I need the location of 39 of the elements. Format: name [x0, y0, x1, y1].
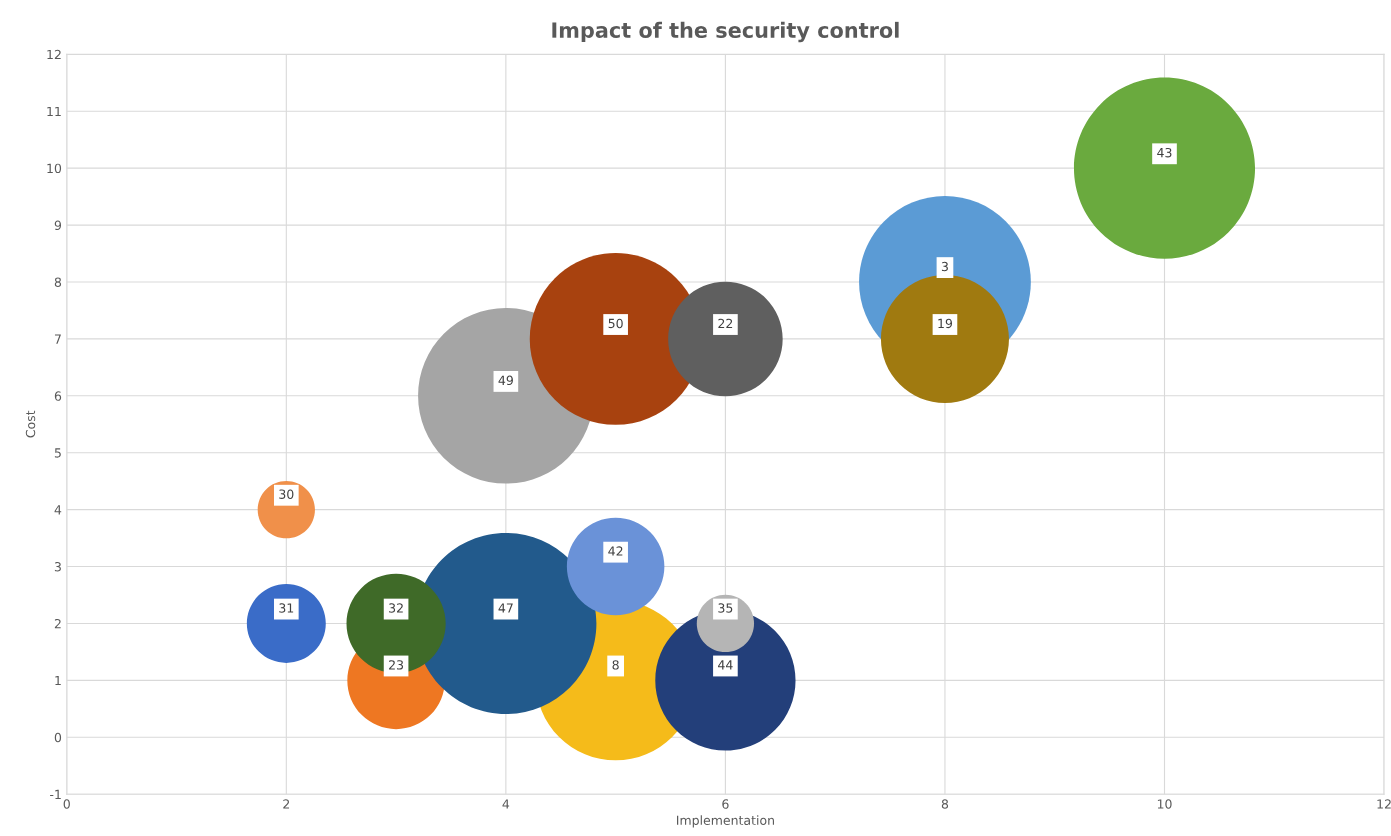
- y-tick-label: 12: [47, 49, 61, 60]
- series-label: 19: [938, 318, 953, 329]
- series-label: 3: [941, 261, 948, 272]
- chart-title: Impact of the security control: [552, 21, 899, 43]
- y-tick-label: 8: [54, 277, 62, 287]
- series-label: 8: [612, 660, 619, 670]
- x-tick-label: 4: [502, 799, 510, 809]
- x-tick-label: 12: [1377, 799, 1391, 809]
- y-tick-label: 10: [47, 163, 62, 174]
- y-tick-label: 7: [54, 334, 61, 344]
- y-tick-label: 5: [54, 448, 61, 458]
- y-tick-label: 2: [54, 618, 61, 629]
- series-label: 22: [718, 318, 733, 328]
- y-tick-label: 3: [54, 562, 61, 572]
- x-tick-label: 8: [941, 799, 949, 809]
- y-axis-title: Cost: [25, 410, 36, 438]
- series-label: 47: [498, 603, 513, 613]
- series-label: 44: [718, 660, 733, 670]
- y-tick-label: 4: [54, 505, 62, 515]
- y-tick-label: 6: [54, 391, 62, 401]
- series-label: 23: [389, 660, 404, 670]
- series-label: 32: [389, 603, 403, 613]
- x-tick-label: 2: [283, 799, 290, 809]
- y-tick-label: 0: [54, 732, 62, 743]
- series-label: 35: [718, 603, 733, 613]
- series-label: 43: [1157, 147, 1172, 158]
- x-tick-label: 0: [63, 799, 70, 809]
- x-tick-label: 10: [1157, 799, 1172, 809]
- x-tick-label: 6: [722, 799, 729, 809]
- series-label: 30: [279, 489, 294, 499]
- series-label: 50: [608, 318, 623, 329]
- y-tick-label: -1: [50, 789, 61, 799]
- x-axis-title: Implementation: [677, 815, 774, 828]
- series-label: 49: [498, 375, 513, 386]
- series-label: 31: [279, 603, 294, 613]
- y-tick-label: 1: [55, 676, 61, 686]
- y-tick-label: 9: [54, 220, 62, 230]
- y-tick-label: 11: [47, 106, 61, 116]
- series-label: 42: [608, 546, 623, 556]
